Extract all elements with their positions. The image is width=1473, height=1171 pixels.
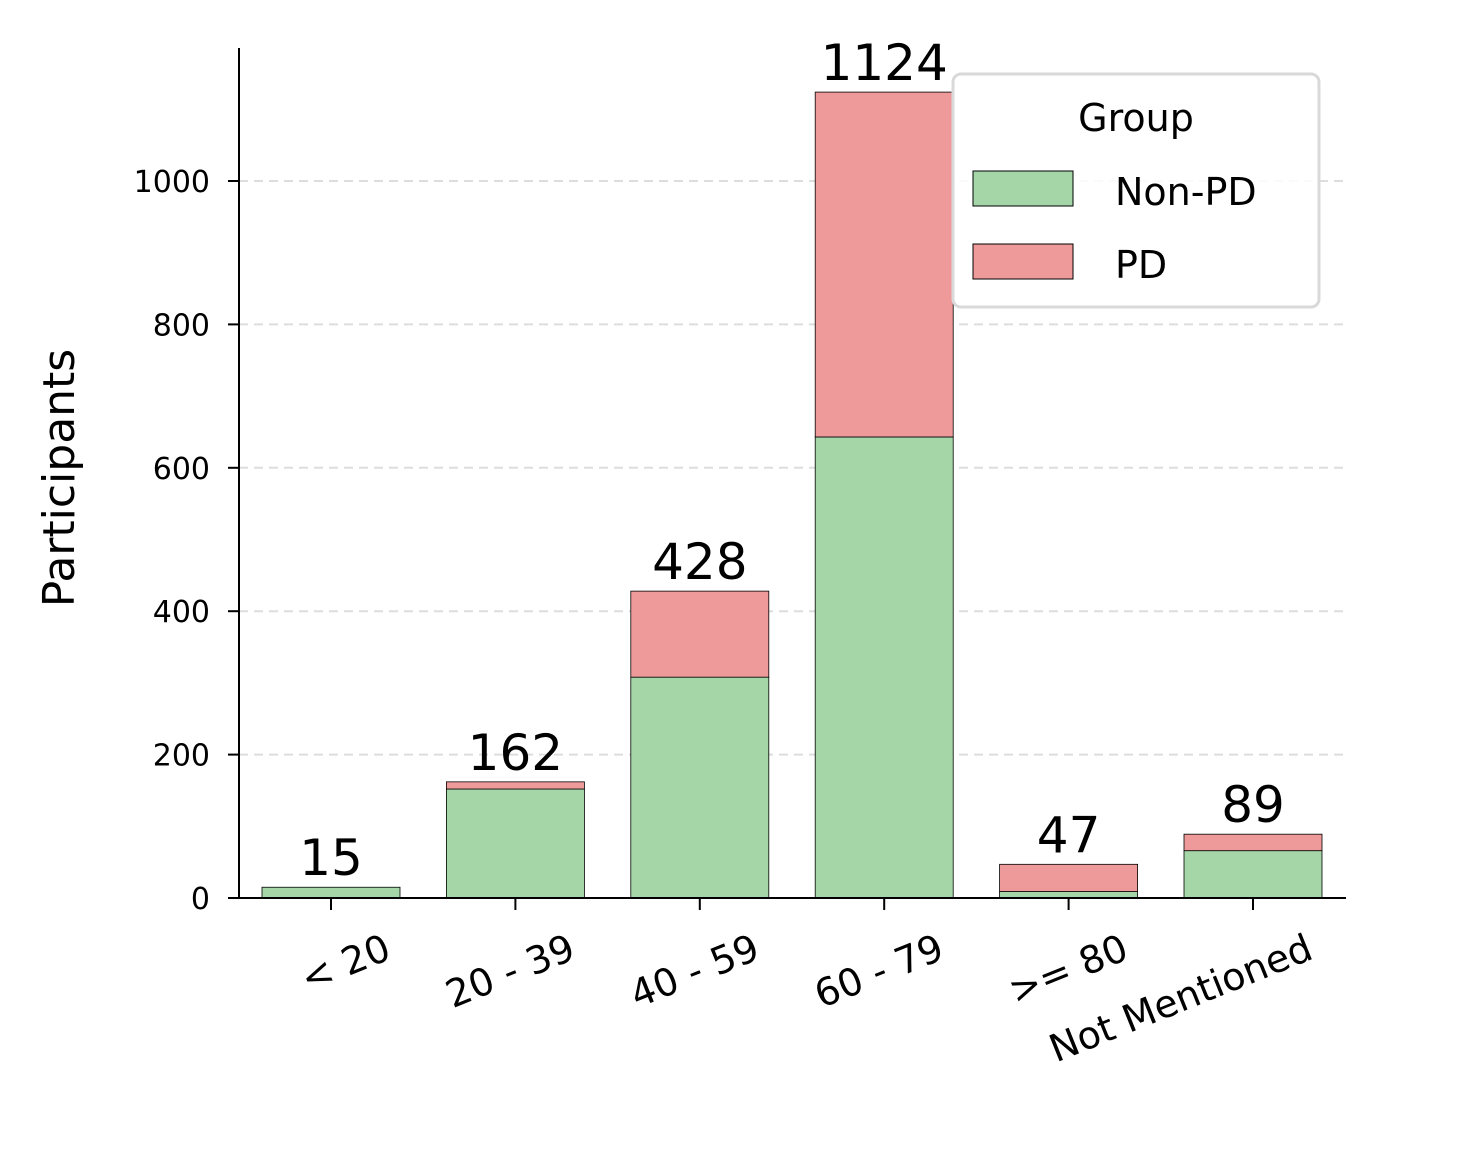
bar-pd-3 (814, 91, 954, 438)
total-labels: 15 162 428 1124 47 89 (299, 34, 1285, 887)
y-ticks: 0 200 400 600 800 1000 (134, 165, 239, 917)
legend-swatch-pd (972, 243, 1074, 280)
bar-non-pd-0 (261, 886, 401, 899)
bar-pd-1 (445, 781, 585, 790)
legend-label-non-pd: Non-PD (1115, 170, 1257, 214)
legend-swatch-non-pd (972, 170, 1074, 207)
x-tick-label-1: 20 - 39 (440, 926, 581, 1017)
bars (261, 91, 1323, 899)
x-tick-label-0: < 20 (294, 926, 396, 1001)
bar-pd-2 (630, 590, 770, 678)
total-label-2: 428 (652, 533, 747, 591)
x-tick-label-3: 60 - 79 (808, 926, 949, 1017)
y-tick-label-1000: 1000 (134, 165, 210, 200)
total-label-0: 15 (299, 829, 363, 887)
legend: Group Non-PD PD (951, 72, 1321, 309)
y-tick-label-0: 0 (191, 882, 210, 917)
total-label-5: 89 (1221, 776, 1285, 834)
bar-non-pd-1 (445, 788, 585, 899)
x-tick-label-2: 40 - 59 (624, 926, 765, 1017)
y-tick-label-800: 800 (153, 308, 210, 343)
bar-non-pd-5 (1183, 850, 1323, 899)
legend-label-pd: PD (1115, 243, 1167, 287)
total-label-3: 1124 (821, 34, 948, 92)
y-tick-label-200: 200 (153, 739, 210, 774)
bar-pd-4 (999, 863, 1138, 892)
x-tick-label-4: >= 80 (1002, 926, 1134, 1013)
legend-title: Group (1078, 96, 1194, 140)
total-label-1: 162 (468, 724, 563, 782)
y-tick-label-600: 600 (153, 452, 210, 487)
total-label-4: 47 (1037, 806, 1101, 864)
bar-pd-5 (1183, 833, 1323, 852)
axes (238, 48, 1346, 899)
y-axis-title: Participants (34, 349, 85, 607)
bar-non-pd-3 (814, 436, 954, 899)
bar-non-pd-2 (630, 676, 770, 899)
y-tick-label-400: 400 (153, 595, 210, 630)
